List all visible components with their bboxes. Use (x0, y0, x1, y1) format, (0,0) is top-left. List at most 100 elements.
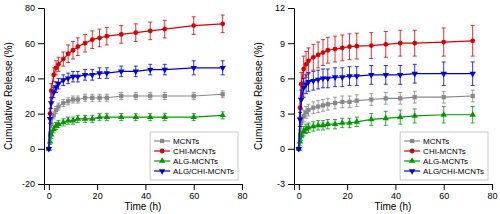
marker (71, 48, 76, 53)
x-tick-label: 80 (487, 191, 497, 201)
marker (368, 116, 374, 122)
x-tick-label: 80 (237, 191, 247, 201)
y-tick: 0 (280, 144, 294, 154)
legend-entry: ALG-MCNTs (154, 157, 218, 166)
marker (134, 94, 138, 98)
marker (119, 32, 124, 37)
marker (83, 41, 88, 46)
x-tick-mark (194, 184, 195, 190)
error-bar (148, 22, 152, 40)
error-bar (134, 92, 138, 99)
error-bar (442, 28, 446, 56)
x-axis-line (295, 185, 493, 191)
marker (316, 104, 320, 108)
marker (440, 111, 446, 117)
marker (97, 36, 102, 41)
x-tick-label: 40 (141, 191, 151, 201)
marker (61, 57, 66, 62)
marker (325, 48, 330, 53)
x-tick-label: 40 (391, 191, 401, 201)
error-bar (192, 92, 196, 99)
legend: MCNTsCHI-MCNTsALG-MCNTsALG/CHI-MCNTs (400, 132, 488, 180)
error-bar (348, 34, 352, 60)
y-tick: 80 (25, 3, 44, 13)
y-tick: 20 (25, 109, 44, 119)
marker (75, 75, 81, 81)
y-axis-title: Cumulative Release (%) (3, 42, 14, 150)
legend-label: CHI-MCNTs (423, 147, 466, 156)
y-tick-mark (288, 184, 294, 185)
error-bar (311, 102, 315, 114)
x-tick-mark (97, 184, 98, 190)
marker (470, 38, 475, 43)
marker (61, 101, 65, 105)
y-tick: 0 (30, 144, 44, 154)
marker (325, 120, 331, 126)
y-tick-mark (288, 78, 294, 79)
y-tick-mark (38, 78, 44, 79)
marker (346, 74, 352, 80)
marker (220, 21, 225, 26)
error-bar (105, 94, 109, 101)
x-axis: 020406080 (45, 184, 248, 201)
series (46, 61, 226, 153)
x-tick-mark (395, 184, 396, 190)
marker (133, 69, 139, 75)
marker (219, 112, 225, 118)
error-bar (442, 91, 446, 103)
marker (104, 113, 110, 119)
marker (56, 104, 60, 108)
marker (56, 62, 61, 67)
x-tick: 60 (439, 184, 449, 201)
marker (82, 115, 88, 121)
marker (306, 108, 310, 112)
x-tick-mark (145, 184, 146, 190)
series-line (49, 94, 223, 149)
y-tick-mark (38, 8, 44, 9)
x-tick-mark (444, 184, 445, 190)
marker (104, 71, 110, 77)
error-bar (413, 91, 417, 103)
chart-root: 020406080-20020406080Time (h)Cumulative … (0, 0, 500, 214)
marker (47, 138, 53, 144)
y-tick-mark (288, 149, 294, 150)
marker (118, 113, 124, 119)
marker (82, 73, 88, 79)
x-tick: 20 (343, 184, 353, 201)
x-tick: 80 (487, 184, 497, 201)
series (47, 91, 225, 151)
y-tick: -3 (277, 179, 294, 189)
error-bar (98, 29, 102, 47)
y-tick-label: 3 (280, 109, 285, 119)
marker (340, 100, 344, 104)
error-bar (148, 92, 152, 99)
marker (90, 37, 95, 42)
error-bar (471, 90, 475, 102)
marker (321, 103, 325, 107)
error-bar (471, 26, 475, 57)
y-tick-label: 80 (25, 3, 35, 13)
legend-entry: ALG/CHI-MCNTs (404, 167, 484, 176)
marker (332, 75, 338, 81)
legend-marker (159, 157, 165, 163)
error-bar (192, 17, 196, 35)
y-tick: 6 (280, 74, 294, 84)
error-bar (316, 101, 320, 113)
marker (397, 73, 403, 79)
legend-marker (160, 149, 165, 154)
marker (311, 55, 316, 60)
error-bar (398, 30, 402, 56)
error-bar (413, 30, 417, 56)
marker (384, 96, 388, 100)
error-bar (90, 94, 94, 101)
legend-marker (160, 139, 164, 143)
error-bar (326, 98, 330, 110)
legend-box (150, 132, 238, 180)
marker (148, 28, 153, 33)
panel: 020406080-3036912Time (h)Cumulative Rele… (253, 3, 498, 212)
y-axis-line (288, 9, 295, 185)
error-bar (83, 94, 87, 101)
error-bar (384, 92, 388, 104)
marker (119, 94, 123, 98)
legend-label: MCNTs (173, 137, 199, 146)
